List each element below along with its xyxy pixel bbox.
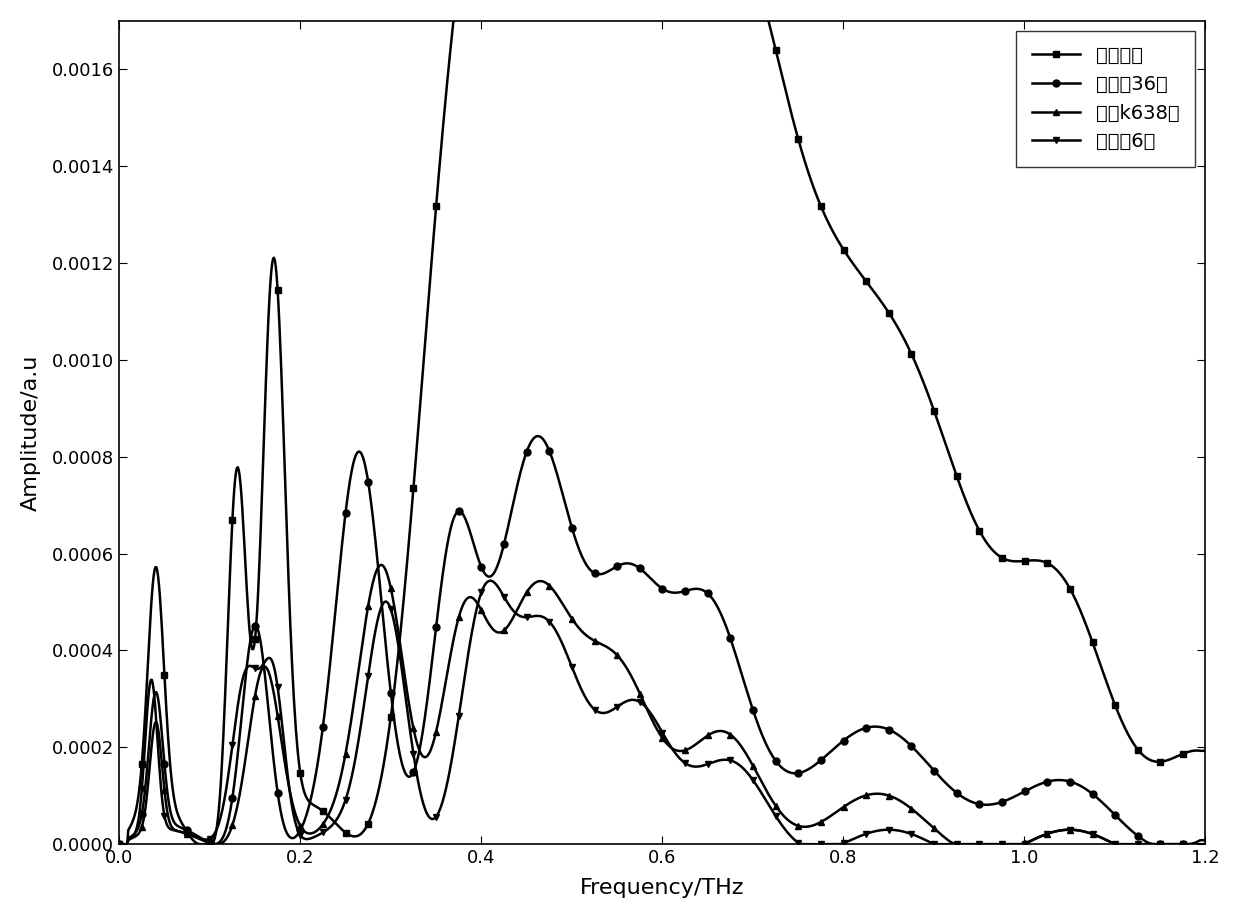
Line: 参考信号: 参考信号	[115, 0, 1208, 847]
鲁研棰36号	[112, 839, 126, 850]
鑫秋k638号	[706, 727, 720, 738]
参考信号	[255, 455, 270, 466]
鑫秋k638号	[295, 823, 310, 834]
新陆中6号	[112, 839, 126, 850]
鑫秋k638号	[373, 560, 388, 571]
鑫秋k638号	[112, 839, 126, 850]
新陆中6号	[484, 575, 498, 586]
Line: 鲁研棰36号: 鲁研棰36号	[115, 433, 1208, 847]
新陆中6号	[706, 756, 720, 767]
X-axis label: Frequency/THz: Frequency/THz	[580, 879, 744, 898]
参考信号	[295, 778, 310, 789]
鑫秋k638号	[479, 613, 494, 624]
鲁研棰36号	[529, 431, 544, 442]
Line: 新陆中6号: 新陆中6号	[115, 577, 1208, 847]
鲁研棰36号	[295, 821, 310, 832]
鑫秋k638号	[255, 662, 270, 673]
鑫秋k638号	[1198, 839, 1213, 850]
鲁研棰36号	[683, 584, 698, 596]
新陆中6号	[1198, 839, 1213, 850]
鲁研棰36号	[584, 565, 599, 576]
参考信号	[1198, 745, 1213, 756]
参考信号	[112, 839, 126, 850]
新陆中6号	[295, 832, 310, 843]
鲁研棰36号	[1198, 834, 1213, 845]
新陆中6号	[584, 700, 599, 711]
Line: 鑫秋k638号: 鑫秋k638号	[115, 562, 1208, 847]
鲁研棰36号	[255, 654, 270, 665]
鲁研棰36号	[706, 595, 720, 606]
Y-axis label: Amplitude/a.u: Amplitude/a.u	[21, 355, 41, 511]
新陆中6号	[477, 579, 492, 590]
鑫秋k638号	[584, 633, 599, 644]
新陆中6号	[683, 760, 698, 771]
鑫秋k638号	[683, 743, 698, 754]
Legend: 参考信号, 鲁研棰36号, 鑫秋k638号, 新陆中6号: 参考信号, 鲁研棰36号, 鑫秋k638号, 新陆中6号	[1017, 30, 1195, 167]
新陆中6号	[255, 659, 270, 670]
鲁研棰36号	[477, 568, 492, 579]
